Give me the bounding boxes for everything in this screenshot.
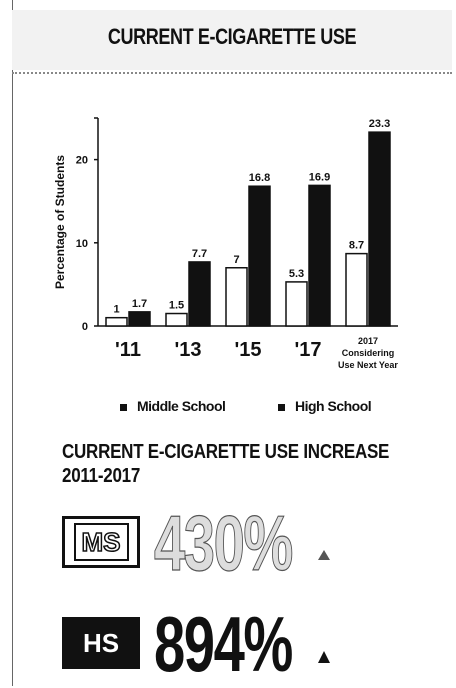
bar-chart: 0 10 20 Percentage of Students 1 1.7 '11 1.5 7.7… <box>53 117 398 370</box>
infographic-frame <box>12 0 453 686</box>
divider <box>12 72 452 74</box>
y-tick-label: 0 <box>82 321 88 333</box>
x-tick-label: 2017 <box>358 336 378 346</box>
data-label: 7 <box>233 254 239 266</box>
up-triangle-icon <box>318 651 330 663</box>
data-label: 23.3 <box>369 118 390 130</box>
bar-high-school <box>188 261 211 327</box>
data-label: 5.3 <box>289 268 304 280</box>
bar-middle-school <box>225 267 248 327</box>
x-tick-label: '15 <box>234 339 261 361</box>
legend-item-high-school: High School <box>278 398 372 414</box>
x-tick-label: '17 <box>294 339 321 361</box>
bar-middle-school <box>285 281 308 327</box>
data-label: 1.7 <box>132 298 147 310</box>
y-tick-label: 20 <box>76 155 88 167</box>
bar-middle-school <box>105 316 128 327</box>
ms-badge-label: MS <box>73 523 129 561</box>
header-band: CURRENT E-CIGARETTE USE <box>12 10 452 70</box>
bar-high-school <box>368 131 391 327</box>
data-label: 7.7 <box>192 248 207 260</box>
bar-high-school <box>308 184 331 327</box>
bar-middle-school <box>345 252 368 327</box>
x-tick-label: Considering <box>342 348 395 358</box>
x-tick-label: '11 <box>115 339 141 361</box>
data-label: 16.9 <box>309 171 330 183</box>
increase-title-line: CURRENT E-CIGARETTE USE INCREASE <box>62 441 390 463</box>
data-label: 16.8 <box>249 172 270 184</box>
bar-high-school <box>248 185 271 327</box>
page-title: CURRENT E-CIGARETTE USE <box>107 24 357 49</box>
y-axis-label: Percentage of Students <box>53 155 67 289</box>
y-tick-label: 10 <box>76 238 88 250</box>
ms-badge: MS <box>62 516 140 568</box>
bar-high-school <box>128 311 151 327</box>
data-label: 1 <box>113 304 119 316</box>
increase-title-years: 2011-2017 <box>62 465 141 487</box>
bar-middle-school <box>165 312 188 327</box>
up-triangle-icon <box>318 550 330 560</box>
x-tick-label: '13 <box>174 339 201 361</box>
legend-swatch-icon <box>278 403 285 411</box>
legend-label: High School <box>295 398 372 414</box>
legend-label: Middle School <box>137 398 226 414</box>
legend-swatch-icon <box>120 403 127 411</box>
ms-increase-value: 430% <box>154 499 294 587</box>
increase-title: CURRENT E-CIGARETTE USE INCREASE 2011-20… <box>62 440 389 488</box>
data-label: 8.7 <box>349 240 364 252</box>
data-label: 1.5 <box>169 300 184 312</box>
hs-badge-label: HS <box>82 627 120 658</box>
legend-item-middle-school: Middle School <box>120 398 226 414</box>
hs-badge: HS <box>62 617 140 669</box>
x-tick-label: Use Next Year <box>338 360 398 370</box>
hs-increase-value: 894% <box>154 600 293 688</box>
